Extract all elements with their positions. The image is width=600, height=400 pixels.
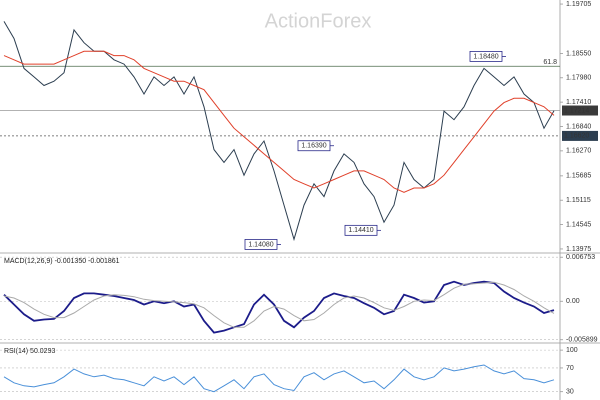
y-tick-label: 0.00 — [566, 298, 580, 305]
y-tick-label: 1.13975 — [566, 246, 591, 253]
fib-label: 61.8 — [543, 59, 557, 66]
y-tick-label: 1.18550 — [566, 50, 591, 57]
y-tick-label: 30 — [566, 389, 574, 396]
y-tick-label: 1.14545 — [566, 221, 591, 228]
annotation-label: 1.14410 — [348, 227, 373, 234]
panel-title: MACD(12,26,9) -0.001350 -0.001861 — [4, 258, 120, 265]
y-tick-label: 0.006753 — [566, 254, 595, 261]
y-tick-label: -0.005899 — [566, 337, 598, 344]
y-tick-label: 1.15115 — [566, 197, 591, 204]
series-line — [3, 364, 555, 393]
price-tag-label: 1.16620 — [564, 133, 589, 140]
y-tick-label: 1.17980 — [566, 75, 591, 82]
price-tag — [562, 105, 598, 116]
price-tag-label: 1.17214 — [564, 107, 589, 114]
y-tick-label: 1.17410 — [566, 99, 591, 106]
panel-title: RSI(14) 50.0293 — [4, 348, 55, 355]
y-tick-label: 1.16270 — [566, 148, 591, 155]
y-tick-label: 100 — [566, 347, 578, 354]
price-tag — [562, 130, 598, 141]
series-line — [3, 50, 555, 193]
annotation-label: 1.18480 — [473, 53, 498, 60]
watermark: ActionForex — [265, 10, 372, 32]
annotation-label: 1.16390 — [301, 143, 326, 150]
y-tick-label: 1.16840 — [566, 123, 591, 130]
y-tick-label: 1.15685 — [566, 173, 591, 180]
y-tick-label: 70 — [566, 365, 574, 372]
y-tick-label: 1.19705 — [566, 1, 591, 8]
series-line — [3, 281, 555, 328]
annotation-label: 1.14080 — [248, 241, 273, 248]
